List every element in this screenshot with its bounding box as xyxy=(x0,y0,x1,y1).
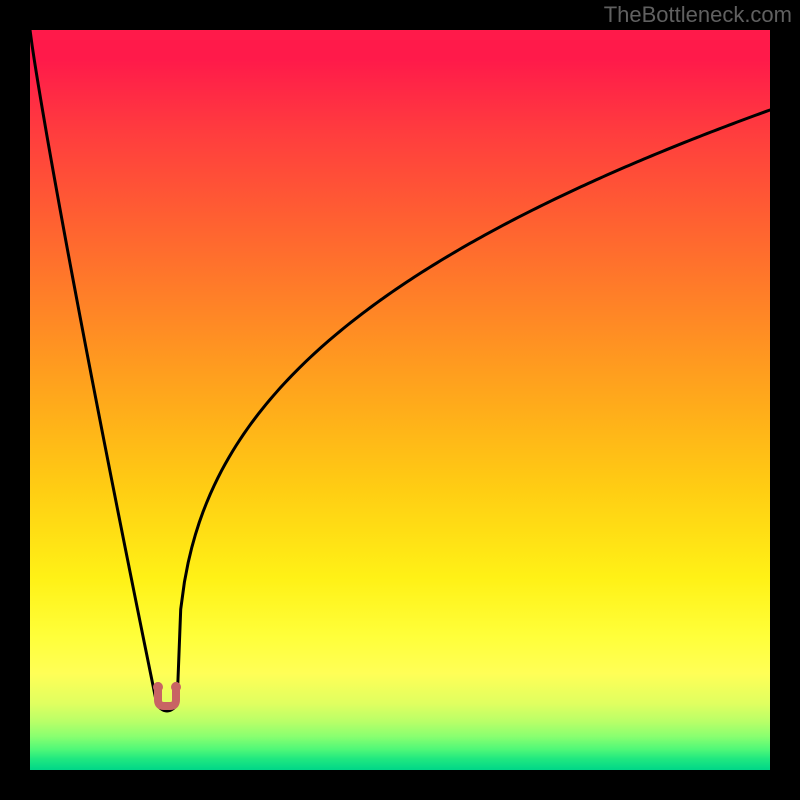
watermark-text: TheBottleneck.com xyxy=(604,2,792,28)
bottleneck-chart xyxy=(0,0,800,800)
chart-container: TheBottleneck.com xyxy=(0,0,800,800)
